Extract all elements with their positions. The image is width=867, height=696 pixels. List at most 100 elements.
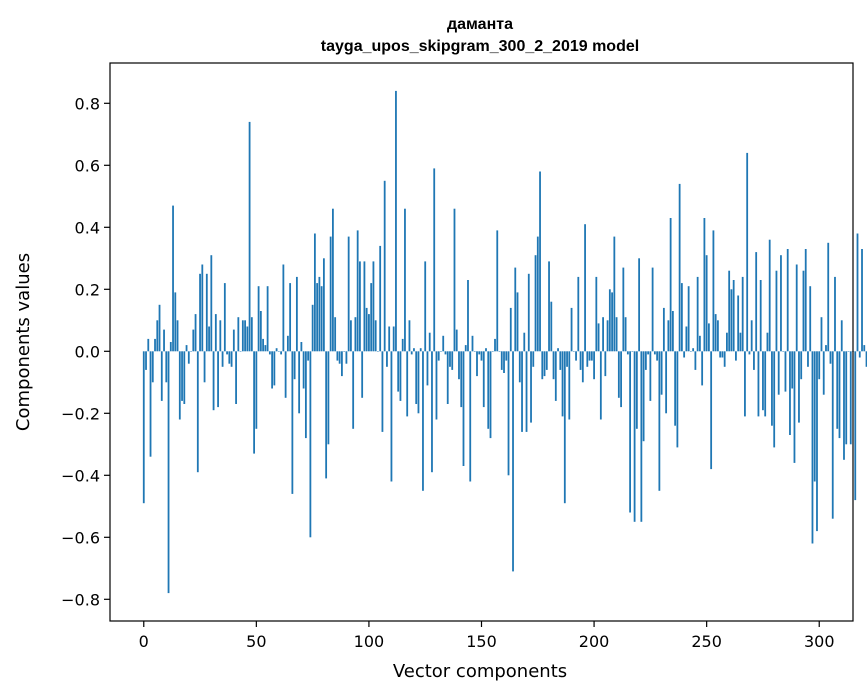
- bar-51: [257, 286, 260, 352]
- bar-128: [431, 351, 433, 473]
- bar-146: [471, 335, 474, 352]
- bar-19: [185, 345, 188, 352]
- bar-41: [235, 351, 237, 404]
- bar-212: [620, 351, 622, 408]
- bar-30: [210, 255, 213, 352]
- bar-198: [588, 351, 591, 361]
- bar-179: [545, 351, 548, 370]
- bar-136: [449, 351, 451, 367]
- bar-240: [683, 351, 686, 358]
- bar-9: [163, 329, 165, 352]
- bar-32: [214, 314, 217, 352]
- bar-56: [268, 351, 271, 355]
- bar-176: [539, 171, 541, 352]
- bar-92: [350, 320, 352, 352]
- bar-111: [392, 326, 395, 352]
- bar-62: [282, 264, 285, 352]
- bar-141: [460, 351, 463, 408]
- bar-6: [156, 320, 159, 352]
- bar-94: [354, 317, 357, 352]
- bar-105: [379, 245, 382, 352]
- bar-129: [433, 168, 436, 352]
- bar-1: [145, 351, 147, 370]
- bar-283: [780, 255, 782, 352]
- bar-178: [543, 351, 546, 377]
- bar-262: [732, 280, 735, 352]
- y-tick-label-2: −0.4: [61, 466, 100, 485]
- bar-64: [286, 335, 289, 352]
- bar-280: [773, 351, 776, 448]
- bar-151: [482, 351, 485, 408]
- bar-29: [208, 326, 210, 352]
- bar-228: [656, 351, 659, 361]
- bar-218: [633, 351, 636, 522]
- bar-295: [807, 351, 809, 367]
- bar-65: [289, 283, 292, 352]
- bar-143: [464, 345, 467, 352]
- bar-4: [151, 351, 154, 383]
- bar-98: [363, 261, 366, 352]
- bar-84: [332, 208, 334, 352]
- bar-273: [757, 351, 760, 417]
- y-tick-label-0: −0.8: [61, 590, 100, 609]
- y-tick-label-8: 0.8: [75, 94, 100, 113]
- bar-207: [608, 289, 611, 352]
- bar-155: [491, 351, 494, 352]
- bar-18: [183, 351, 186, 404]
- bar-284: [782, 351, 785, 352]
- bar-60: [277, 351, 280, 352]
- bar-80: [322, 258, 325, 352]
- bar-297: [811, 351, 814, 544]
- bar-239: [680, 283, 683, 352]
- bar-106: [381, 351, 384, 432]
- bar-45: [244, 320, 246, 352]
- bar-312: [845, 351, 848, 445]
- bar-220: [638, 258, 641, 352]
- bar-197: [586, 351, 589, 367]
- bar-310: [840, 320, 843, 352]
- bar-171: [527, 273, 530, 352]
- bar-199: [590, 351, 593, 361]
- bar-306: [831, 351, 834, 519]
- bar-263: [735, 351, 737, 361]
- bar-254: [714, 314, 717, 352]
- bar-102: [372, 261, 375, 352]
- bar-149: [478, 351, 481, 355]
- y-tick-label-6: 0.4: [75, 218, 100, 237]
- bar-189: [568, 351, 571, 420]
- bar-302: [822, 351, 825, 395]
- bar-40: [232, 329, 235, 352]
- x-tick-label-150: 150: [466, 632, 497, 651]
- bar-216: [629, 351, 631, 513]
- bar-307: [834, 276, 836, 352]
- bar-21: [190, 351, 192, 352]
- bar-112: [395, 90, 397, 352]
- bar-181: [550, 301, 553, 352]
- bar-278: [768, 239, 771, 352]
- bar-211: [617, 351, 620, 398]
- bar-133: [442, 335, 445, 352]
- bar-175: [536, 236, 539, 352]
- bar-244: [692, 348, 695, 352]
- bar-72: [304, 351, 307, 439]
- bar-258: [723, 351, 726, 367]
- bar-122: [417, 351, 420, 414]
- bar-134: [444, 351, 447, 355]
- bar-245: [694, 351, 697, 370]
- bar-196: [584, 224, 586, 352]
- bar-55: [266, 286, 269, 352]
- bar-130: [435, 351, 438, 420]
- bar-71: [302, 351, 305, 389]
- bar-67: [293, 351, 296, 380]
- bar-320: [863, 345, 866, 352]
- bar-309: [838, 351, 841, 439]
- x-tick-label-200: 200: [579, 632, 610, 651]
- bar-174: [534, 255, 537, 352]
- bar-221: [640, 351, 643, 522]
- bar-270: [750, 320, 753, 352]
- bar-248: [701, 351, 704, 386]
- bar-186: [561, 351, 564, 417]
- bar-162: [507, 351, 510, 476]
- bar-230: [660, 351, 663, 395]
